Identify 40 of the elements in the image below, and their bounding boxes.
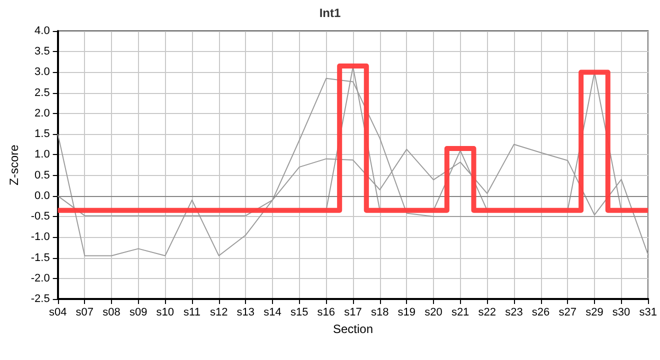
- y-tick-label: 2.0: [34, 107, 50, 120]
- x-tick-label: s17: [344, 306, 362, 318]
- y-tick-label: 0.5: [34, 169, 50, 182]
- x-tick-label: s21: [451, 306, 470, 318]
- y-tick-label: 0.0: [34, 190, 50, 202]
- x-tick-label: s15: [290, 306, 308, 318]
- x-tick-label: s10: [156, 306, 174, 318]
- x-tick-label: s23: [505, 306, 523, 318]
- y-axis-title: Z-score: [7, 144, 21, 186]
- y-tick-label: 4.0: [34, 25, 50, 37]
- x-tick-label: s20: [424, 306, 442, 318]
- y-tick-label: 2.5: [34, 86, 50, 99]
- x-tick-label: s16: [317, 306, 336, 318]
- x-tick-label: s09: [129, 306, 148, 318]
- y-tick-label: -2.0: [30, 272, 50, 284]
- x-tick-label: s22: [478, 306, 496, 318]
- y-tick-label: -1.0: [30, 231, 50, 244]
- x-tick-label: s11: [184, 306, 200, 318]
- chart-title: Int1: [319, 6, 341, 20]
- y-tick-label: -2.5: [30, 293, 50, 305]
- x-tick-label: s31: [639, 306, 658, 318]
- x-tick-label: s07: [76, 306, 94, 318]
- y-tick-label: -0.5: [30, 210, 50, 223]
- y-tick-label: 1.0: [34, 148, 50, 161]
- y-tick-label: 1.5: [34, 128, 50, 140]
- x-tick-label: s29: [586, 306, 604, 318]
- x-tick-label: s08: [102, 306, 120, 318]
- x-tick-label: s14: [264, 306, 282, 318]
- x-tick-label: s30: [612, 306, 630, 318]
- x-tick-label: s27: [558, 306, 577, 318]
- x-tick-label: s18: [370, 306, 389, 318]
- y-tick-label: 3.5: [34, 46, 50, 58]
- x-tick-label: s26: [532, 306, 550, 318]
- y-tick-label: -1.5: [30, 252, 50, 264]
- x-tick-label: s19: [398, 306, 416, 318]
- x-tick-label: s12: [210, 306, 228, 318]
- x-tick-label: s13: [236, 306, 255, 318]
- x-axis-title: Section: [332, 322, 374, 336]
- x-tick-label: s04: [48, 306, 67, 318]
- y-tick-label: 3.0: [34, 66, 50, 78]
